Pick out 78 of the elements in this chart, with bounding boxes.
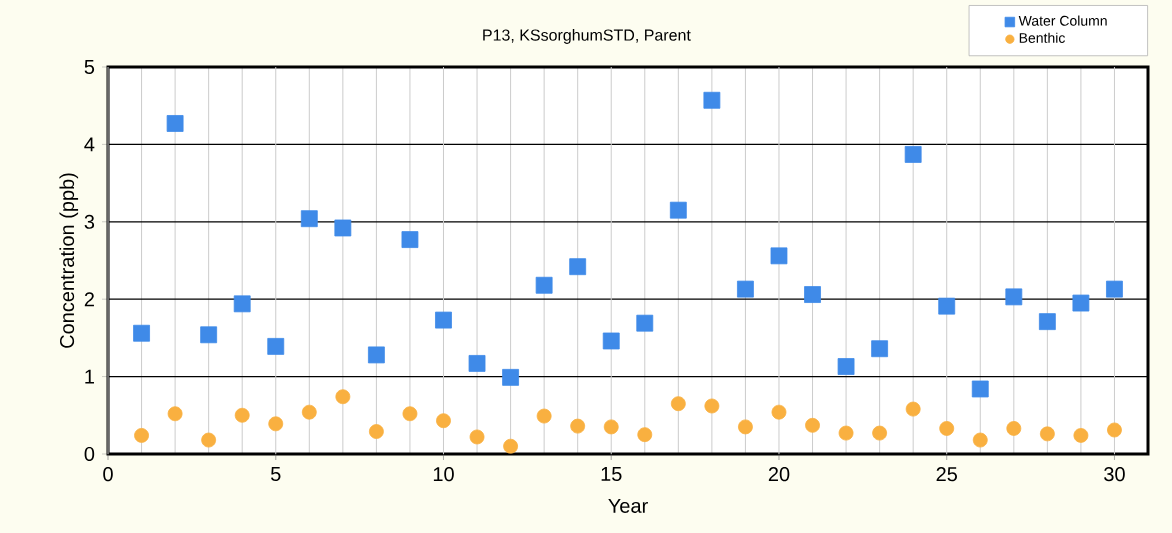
x-tick-label: 20 (768, 467, 790, 482)
point (770, 247, 788, 265)
point (972, 432, 988, 448)
point (134, 428, 149, 443)
y-tick-label: 0 (84, 446, 95, 462)
point (1039, 426, 1055, 442)
point (368, 424, 384, 439)
point (602, 332, 620, 350)
point (1005, 288, 1023, 306)
point (401, 231, 419, 248)
point (200, 326, 218, 344)
point (233, 295, 251, 313)
point (703, 91, 721, 109)
point (938, 297, 956, 315)
x-tick-label: 30 (1104, 467, 1125, 482)
y-tick-label: 4 (84, 137, 95, 152)
point (435, 311, 452, 329)
point (669, 201, 687, 219)
point (234, 407, 250, 423)
point (469, 429, 485, 445)
point (368, 346, 385, 364)
point (201, 432, 217, 448)
point (536, 408, 552, 424)
point (1006, 421, 1022, 436)
y-tick-label: 1 (85, 369, 94, 384)
y-axis-title: Concentration (ppb) (59, 173, 79, 348)
point (267, 338, 285, 355)
point (603, 419, 619, 435)
x-axis-title: Year (608, 498, 648, 513)
point (771, 404, 787, 420)
point (904, 146, 922, 163)
point (636, 314, 654, 332)
y-tick-label: 2 (84, 292, 94, 307)
y-tick-label: 3 (84, 214, 95, 229)
point (838, 425, 854, 441)
point (1107, 422, 1122, 438)
x-tick-label: 25 (936, 467, 957, 482)
point (804, 286, 821, 303)
point (1073, 428, 1089, 443)
point (503, 438, 518, 454)
point (1038, 313, 1056, 331)
point (805, 417, 820, 433)
legend-label: Benthic (1019, 32, 1065, 43)
x-tick-label: 15 (601, 467, 622, 481)
point (436, 413, 451, 429)
point (133, 324, 150, 342)
legend-label: Water Column (1018, 15, 1107, 26)
point (1106, 280, 1123, 298)
point (872, 425, 888, 441)
point (871, 340, 889, 358)
x-tick-label: 10 (433, 467, 454, 482)
point (301, 404, 317, 420)
chart-title: P13, KSsorghumSTD, Parent (483, 29, 691, 44)
point (837, 358, 855, 375)
point (468, 355, 486, 372)
x-tick-label: 5 (271, 467, 281, 481)
point (335, 389, 351, 405)
point (737, 280, 754, 298)
point (268, 416, 284, 432)
point (905, 401, 921, 417)
point (334, 219, 352, 237)
point (569, 258, 587, 276)
point (738, 419, 753, 435)
point (570, 418, 586, 434)
point (402, 406, 418, 422)
point (971, 380, 989, 398)
x-tick-label: 0 (103, 467, 113, 482)
point (167, 406, 183, 422)
point (1072, 294, 1090, 312)
y-tick-label: 5 (84, 60, 95, 74)
point (300, 210, 318, 228)
point (535, 276, 553, 294)
point (939, 421, 955, 436)
point (637, 427, 653, 443)
point (670, 396, 686, 412)
point (502, 368, 519, 386)
point (704, 398, 720, 414)
point (166, 115, 184, 132)
